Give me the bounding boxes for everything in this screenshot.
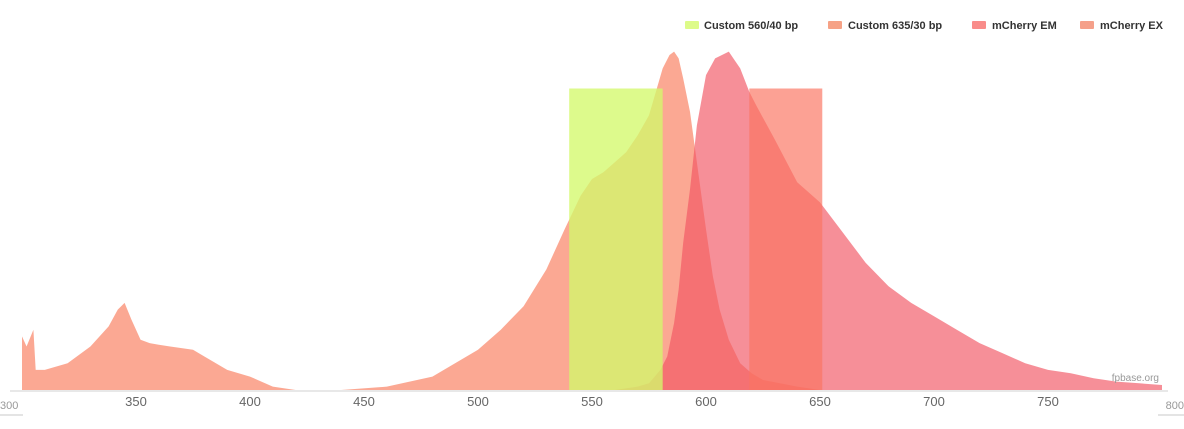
legend-swatch-mcherry-ex: [1080, 21, 1094, 29]
tick-layer: 350 400 450 500 550 600 650 700 750 300 800: [0, 394, 1184, 416]
x-tick-450: 450: [353, 394, 375, 409]
legend-label-custom-635-30-bp: Custom 635/30 bp: [848, 20, 942, 32]
watermark-text: fpbase.org: [1112, 373, 1159, 384]
x-tick-750: 750: [1037, 394, 1059, 409]
legend-swatch-mcherry-em: [972, 21, 986, 29]
band-custom-560-40-bp: [569, 88, 663, 390]
x-tick-650: 650: [809, 394, 831, 409]
x-tick-350: 350: [125, 394, 147, 409]
x-tick-700: 700: [923, 394, 945, 409]
x-tick-550: 550: [581, 394, 603, 409]
legend-swatch-custom-635-30-bp: [828, 21, 842, 29]
series-area-mcherry-em: [569, 51, 1162, 391]
legend-label-custom-560-40-bp: Custom 560/40 bp: [704, 20, 798, 32]
legend-item-custom-560-40-bp[interactable]: Custom 560/40 bp: [685, 20, 798, 32]
legend-label-mcherry-ex: mCherry EX: [1100, 20, 1164, 32]
plot-layer: [22, 51, 1162, 391]
x-tick-400: 400: [239, 394, 261, 409]
x-tick-500: 500: [467, 394, 489, 409]
x-edge-tick-300: 300: [0, 400, 18, 412]
legend-item-custom-635-30-bp[interactable]: Custom 635/30 bp: [828, 20, 942, 32]
legend-swatch-custom-560-40-bp: [685, 21, 699, 29]
legend-item-mcherry-ex[interactable]: mCherry EX: [1080, 20, 1164, 32]
x-edge-tick-800: 800: [1166, 400, 1184, 412]
legend-label-mcherry-em: mCherry EM: [992, 20, 1057, 32]
legend-item-mcherry-em[interactable]: mCherry EM: [972, 20, 1057, 32]
legend: Custom 560/40 bp Custom 635/30 bp mCherr…: [685, 20, 1164, 32]
x-tick-600: 600: [695, 394, 717, 409]
band-custom-635-30-bp: [749, 88, 823, 390]
